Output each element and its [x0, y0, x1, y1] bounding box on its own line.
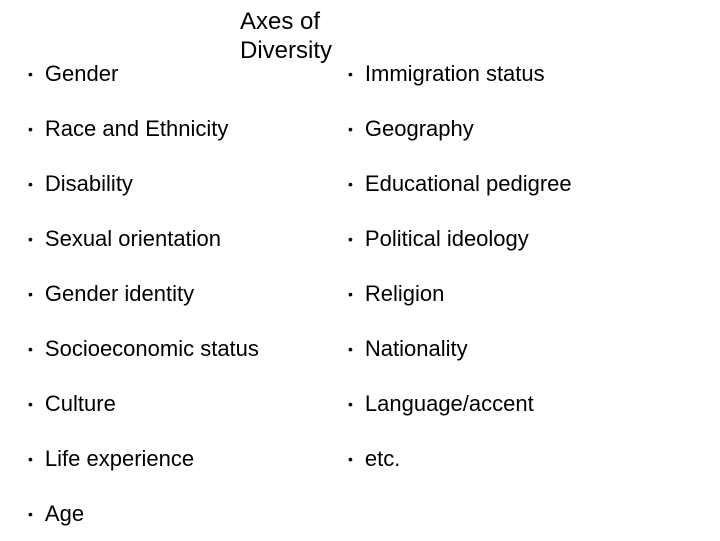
bullet-icon: •	[28, 287, 33, 301]
list-item: • Language/accent	[348, 376, 692, 431]
list-item: • Gender identity	[28, 266, 348, 321]
item-text: Gender identity	[45, 281, 194, 307]
item-text: Life experience	[45, 446, 194, 472]
right-column: • Immigration status • Geography • Educa…	[348, 46, 692, 541]
item-text: Immigration status	[365, 61, 545, 87]
list-item: • Geography	[348, 101, 692, 156]
list-item: • Political ideology	[348, 211, 692, 266]
list-item: • Gender	[28, 46, 348, 101]
bullet-icon: •	[348, 287, 353, 301]
bullet-icon: •	[28, 122, 33, 136]
item-text: Disability	[45, 171, 133, 197]
bullet-icon: •	[348, 452, 353, 466]
item-text: Gender	[45, 61, 118, 87]
item-text: Nationality	[365, 336, 468, 362]
item-text: Race and Ethnicity	[45, 116, 228, 142]
bullet-icon: •	[348, 67, 353, 81]
list-item: • Socioeconomic status	[28, 321, 348, 376]
list-item: • Educational pedigree	[348, 156, 692, 211]
list-item: • Life experience	[28, 431, 348, 486]
item-text: etc.	[365, 446, 400, 472]
list-item: • Religion	[348, 266, 692, 321]
item-text: Religion	[365, 281, 445, 307]
bullet-icon: •	[348, 232, 353, 246]
list-item: • Race and Ethnicity	[28, 101, 348, 156]
list-item: • Immigration status	[348, 46, 692, 101]
list-item: • Disability	[28, 156, 348, 211]
bullet-icon: •	[28, 177, 33, 191]
bullet-icon: •	[28, 67, 33, 81]
bullet-icon: •	[348, 342, 353, 356]
content-columns: • Gender • Race and Ethnicity • Disabili…	[28, 46, 692, 541]
list-item: • Sexual orientation	[28, 211, 348, 266]
bullet-icon: •	[348, 177, 353, 191]
bullet-icon: •	[28, 232, 33, 246]
item-text: Sexual orientation	[45, 226, 221, 252]
item-text: Age	[45, 501, 84, 527]
list-item: • Culture	[28, 376, 348, 431]
bullet-icon: •	[28, 342, 33, 356]
list-item: • etc.	[348, 431, 692, 486]
item-text: Socioeconomic status	[45, 336, 259, 362]
bullet-icon: •	[348, 122, 353, 136]
bullet-icon: •	[28, 507, 33, 521]
bullet-icon: •	[348, 397, 353, 411]
bullet-icon: •	[28, 452, 33, 466]
item-text: Geography	[365, 116, 474, 142]
list-item: • Nationality	[348, 321, 692, 376]
item-text: Language/accent	[365, 391, 534, 417]
item-text: Political ideology	[365, 226, 529, 252]
left-column: • Gender • Race and Ethnicity • Disabili…	[28, 46, 348, 541]
list-item: • Age	[28, 486, 348, 541]
item-text: Culture	[45, 391, 116, 417]
bullet-icon: •	[28, 397, 33, 411]
item-text: Educational pedigree	[365, 171, 572, 197]
